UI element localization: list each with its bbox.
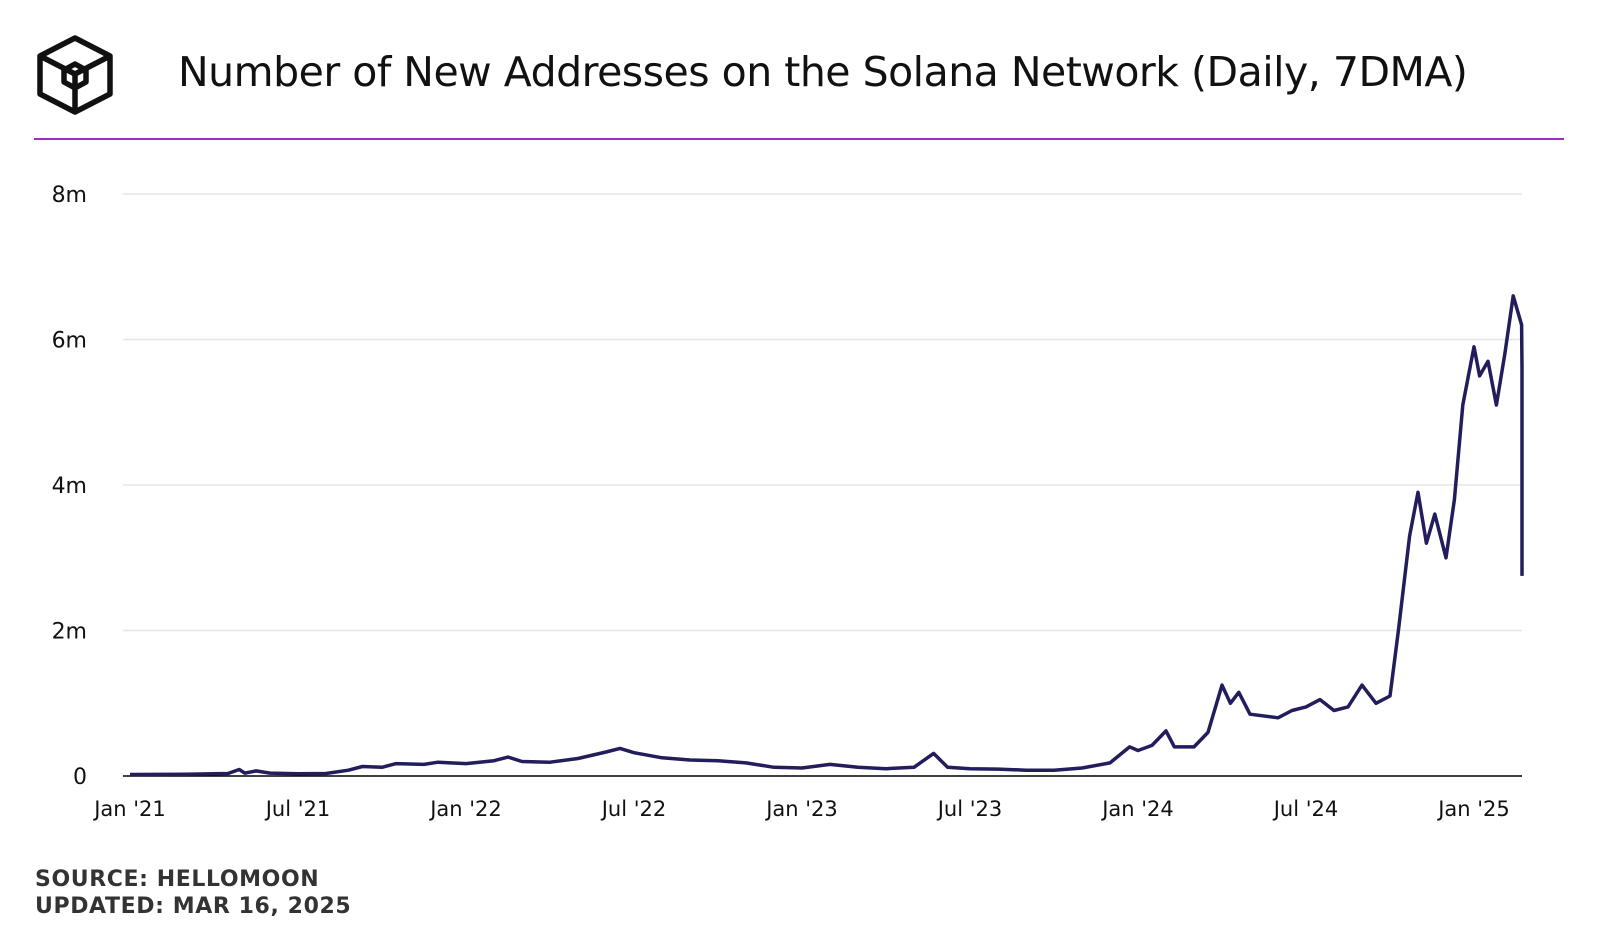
x-tick-label: Jan '21: [92, 797, 166, 821]
chart-title: Number of New Addresses on the Solana Ne…: [178, 48, 1468, 96]
source-label: SOURCE: HELLOMOON: [35, 867, 320, 892]
cube-logo-icon: [37, 35, 113, 115]
y-tick-label: 0: [73, 765, 87, 790]
x-tick-label: Jul '22: [600, 797, 667, 821]
chart-footer: SOURCE: HELLOMOON UPDATED: MAR 16, 2025: [35, 866, 351, 920]
x-tick-label: Jan '23: [764, 797, 838, 821]
y-tick-label: 2m: [52, 620, 87, 645]
x-axis-ticks: Jan '21 Jul '21 Jan '22 Jul '22 Jan '23 Jul '…: [92, 797, 1510, 821]
gridlines: [123, 193, 1522, 632]
x-tick-label: Jul '24: [1272, 797, 1339, 821]
series-line-new-addresses: [129, 294, 1524, 777]
chart-header: Number of New Addresses on the Solana Ne…: [0, 0, 1600, 140]
x-tick-label: Jul '21: [264, 797, 331, 821]
x-tick-label: Jan '24: [1100, 797, 1174, 821]
updated-label: UPDATED: MAR 16, 2025: [35, 894, 352, 919]
x-tick-label: Jan '25: [1436, 797, 1510, 821]
y-tick-label: 6m: [52, 329, 87, 354]
y-axis-ticks: 0 2m 4m 6m 8m: [52, 183, 87, 790]
y-tick-label: 4m: [52, 474, 87, 499]
y-tick-label: 8m: [52, 183, 87, 208]
title-divider: [34, 138, 1564, 140]
x-tick-label: Jul '23: [936, 797, 1003, 821]
x-tick-label: Jan '22: [428, 797, 502, 821]
